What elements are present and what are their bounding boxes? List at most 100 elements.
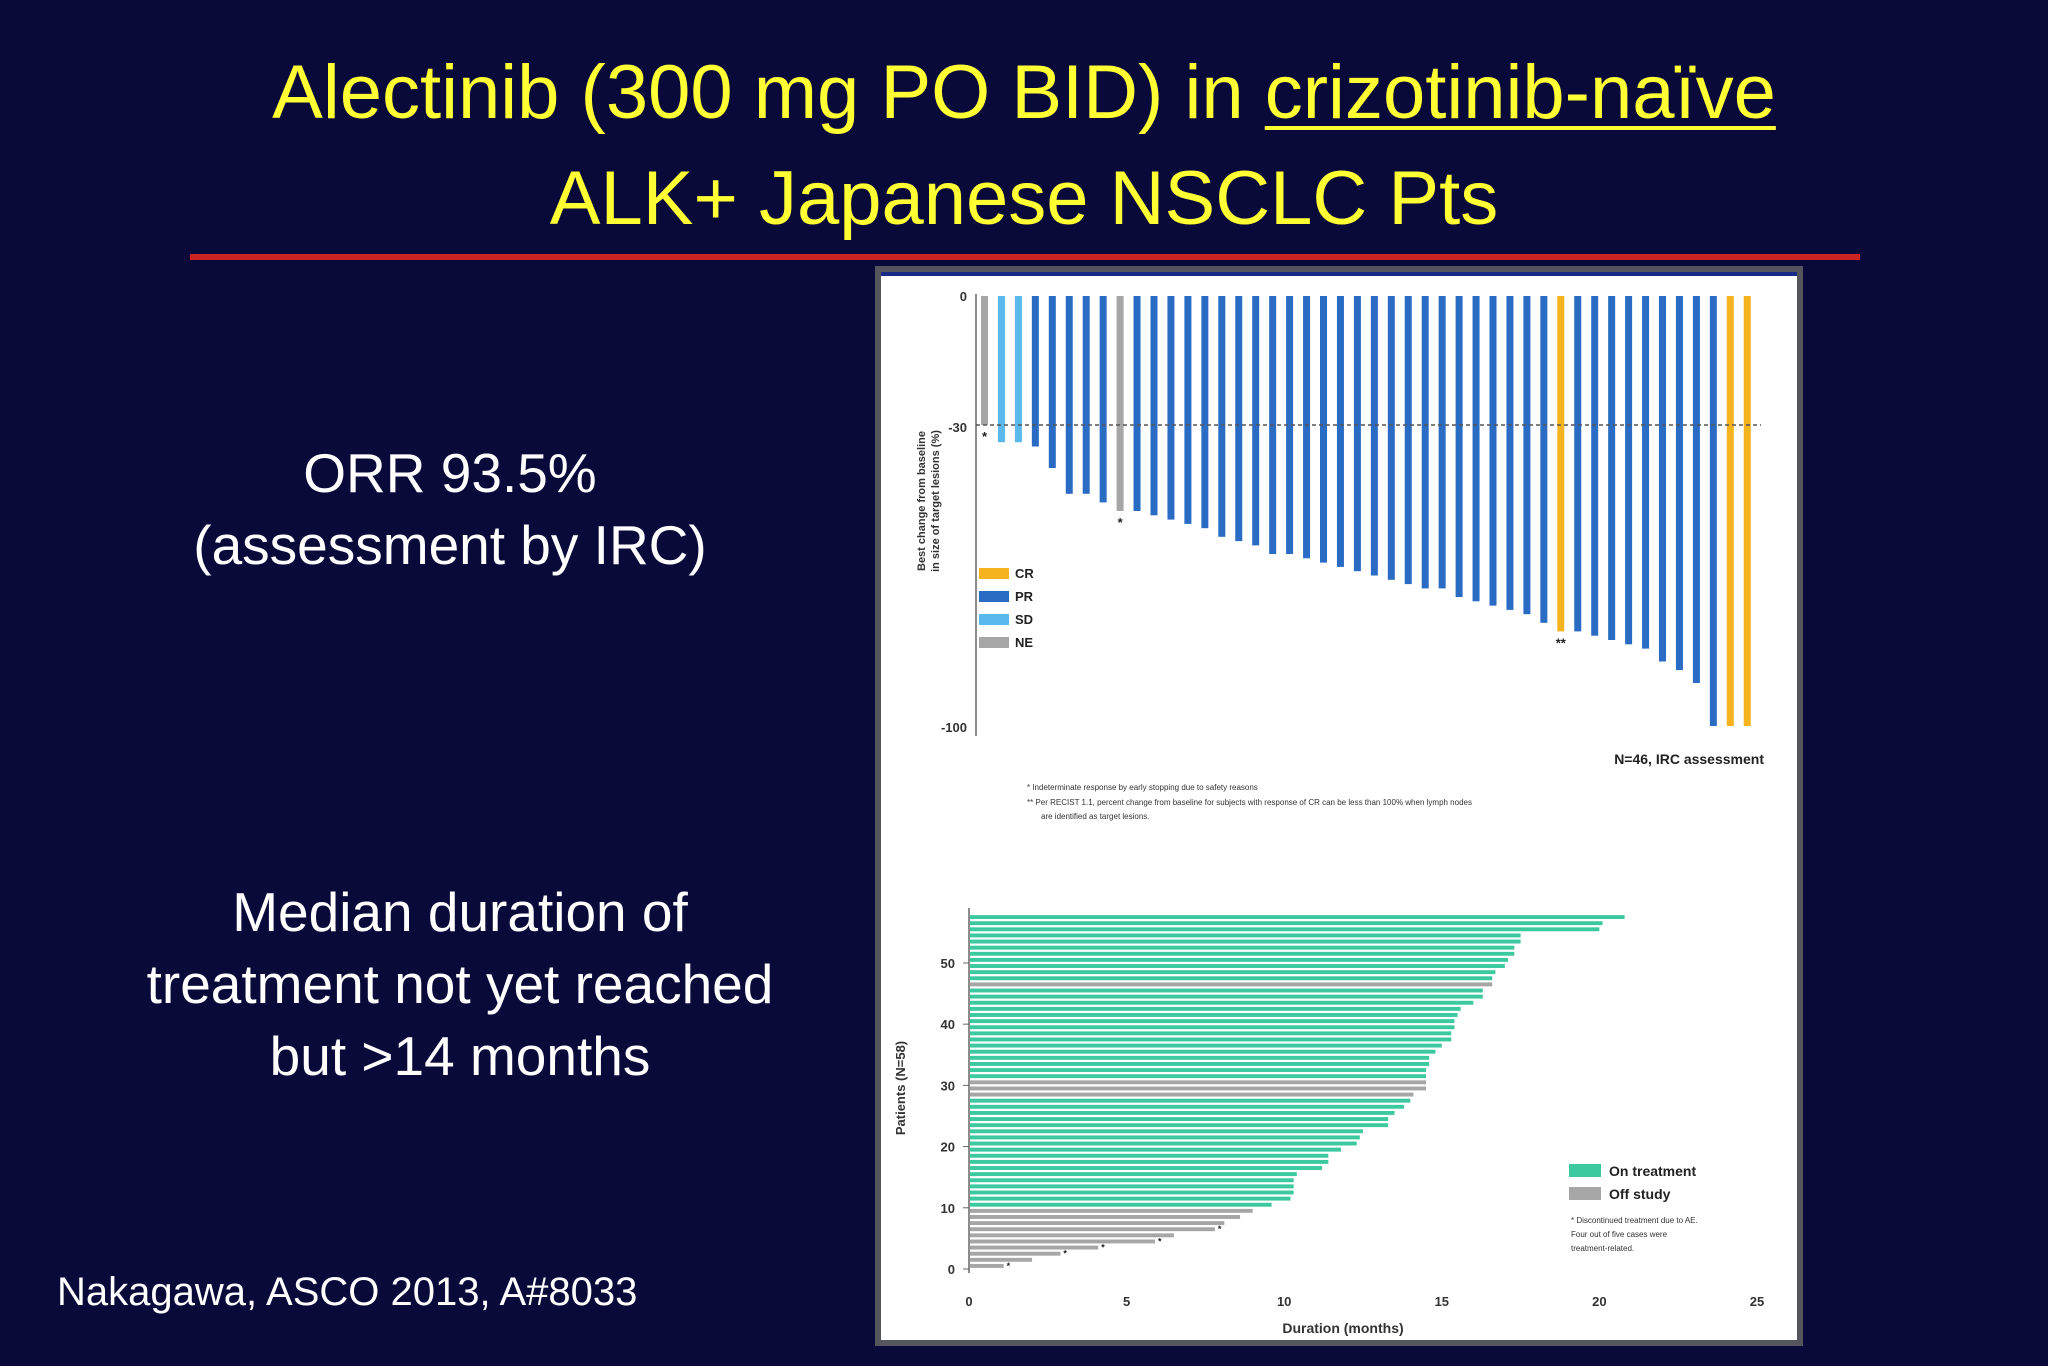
duration-line-3: but >14 months bbox=[269, 1025, 651, 1087]
waterfall-bar bbox=[1404, 296, 1412, 585]
swimmer-bar bbox=[970, 970, 1496, 975]
legend-cr-swatch bbox=[979, 568, 1009, 579]
swimmer-bar bbox=[970, 945, 1515, 950]
swimmer-bar bbox=[970, 1019, 1455, 1024]
swimmer-bar bbox=[970, 933, 1521, 938]
swimmer-bar bbox=[970, 1196, 1291, 1201]
swimmer-bar-marker: * bbox=[1063, 1249, 1067, 1259]
orr-value: ORR 93.5% bbox=[303, 442, 597, 504]
swimmer-bar bbox=[970, 1135, 1360, 1140]
swimmer-bar bbox=[970, 1025, 1455, 1030]
swimmer-ytick-label: 50 bbox=[941, 956, 955, 971]
swimmer-bar bbox=[970, 1208, 1253, 1213]
swimmer-bar bbox=[970, 1172, 1297, 1177]
waterfall-bar bbox=[1692, 296, 1700, 683]
figure-canvas: Best change from baseline in size of tar… bbox=[881, 272, 1797, 1340]
swimmer-bar bbox=[970, 1006, 1461, 1011]
waterfall-bar bbox=[1303, 296, 1311, 559]
waterfall-bar bbox=[1065, 296, 1073, 494]
swimmer-bar bbox=[970, 1159, 1329, 1164]
waterfall-bar bbox=[1252, 296, 1260, 546]
swimmer-bar bbox=[970, 1117, 1389, 1122]
swimmer-bar bbox=[970, 1049, 1436, 1054]
waterfall-ytick-100: -100 bbox=[941, 720, 967, 735]
swimmer-bar bbox=[970, 1251, 1061, 1256]
swimmer-bar bbox=[970, 951, 1515, 956]
legend-off-study-label: Off study bbox=[1609, 1186, 1671, 1202]
swimmer-bar bbox=[970, 1190, 1294, 1195]
swimmer-bar bbox=[970, 1074, 1427, 1079]
waterfall-bar bbox=[1048, 296, 1056, 468]
waterfall-bar bbox=[1286, 296, 1294, 554]
waterfall-bar bbox=[1472, 296, 1480, 602]
legend-off-study-swatch bbox=[1569, 1187, 1601, 1200]
swimmer-bars: * * * * * bbox=[970, 915, 1625, 1271]
waterfall-ytick-0: 0 bbox=[960, 289, 967, 304]
swimmer-bar-marker: * bbox=[1158, 1236, 1162, 1246]
legend-ne-label: NE bbox=[1015, 635, 1033, 650]
waterfall-bar bbox=[1082, 296, 1090, 494]
duration-statement: Median duration of treatment not yet rea… bbox=[100, 876, 820, 1092]
waterfall-bar bbox=[1659, 296, 1666, 662]
waterfall-n-annotation: N=46, IRC assessment bbox=[1614, 751, 1764, 767]
waterfall-ytick-30: -30 bbox=[948, 420, 967, 435]
swimmer-bar bbox=[970, 1141, 1357, 1146]
swimmer-bar bbox=[970, 1263, 1004, 1268]
swimmer-bar bbox=[970, 1037, 1452, 1042]
swimmer-bar bbox=[970, 1233, 1174, 1238]
swimmer-bar bbox=[970, 976, 1493, 981]
swimmer-legend: On treatment Off study * Discontinued tr… bbox=[1569, 1163, 1698, 1253]
title-line-2: ALK+ Japanese NSCLC Pts bbox=[549, 156, 1499, 241]
swimmer-bar bbox=[970, 927, 1600, 932]
waterfall-bar bbox=[1014, 296, 1022, 443]
swimmer-bar bbox=[970, 994, 1483, 999]
title-divider bbox=[190, 254, 1860, 260]
waterfall-bar bbox=[1336, 296, 1344, 567]
waterfall-bar bbox=[1506, 296, 1514, 610]
swimmer-bar bbox=[970, 1153, 1329, 1158]
waterfall-bar bbox=[1353, 296, 1361, 572]
swimmer-bar bbox=[970, 1031, 1452, 1036]
swimmer-xlabel: Duration (months) bbox=[1282, 1320, 1403, 1336]
swimmer-xtick-label: 25 bbox=[1750, 1294, 1764, 1309]
swimmer-xtick-label: 10 bbox=[1277, 1294, 1291, 1309]
swimmer-bar-marker: * bbox=[1218, 1224, 1222, 1234]
waterfall-bar bbox=[1591, 296, 1599, 636]
swimmer-bar bbox=[970, 1202, 1272, 1207]
swimmer-bar bbox=[970, 1166, 1323, 1170]
swimmer-xtick-label: 5 bbox=[1123, 1294, 1130, 1309]
waterfall-bar bbox=[1523, 296, 1531, 615]
swimmer-bar bbox=[970, 1245, 1099, 1250]
swimmer-bar bbox=[970, 1215, 1241, 1219]
waterfall-bar bbox=[1625, 296, 1633, 645]
swimmer-bar bbox=[970, 957, 1508, 962]
swimmer-bar bbox=[970, 1104, 1404, 1109]
waterfall-bar bbox=[1743, 296, 1751, 726]
waterfall-bar bbox=[1099, 296, 1107, 503]
waterfall-bar bbox=[1709, 296, 1717, 726]
swimmer-bar bbox=[970, 1178, 1294, 1183]
legend-sd-label: SD bbox=[1015, 612, 1033, 627]
legend-ne-swatch bbox=[979, 637, 1009, 648]
swimmer-bar bbox=[970, 982, 1493, 987]
waterfall-bar bbox=[1116, 296, 1124, 511]
swimmer-bar bbox=[970, 915, 1625, 920]
swimmer-bar bbox=[970, 1043, 1442, 1048]
waterfall-bar-marker: * bbox=[982, 429, 988, 444]
duration-line-2: treatment not yet reached bbox=[146, 953, 774, 1015]
swimmer-ylabel: Patients (N=58) bbox=[893, 1041, 908, 1135]
legend-on-treatment-label: On treatment bbox=[1609, 1163, 1696, 1179]
legend-pr-swatch bbox=[979, 591, 1009, 602]
title-underlined-text: crizotinib-naïve bbox=[1264, 50, 1776, 135]
swimmer-bar bbox=[970, 1000, 1474, 1005]
waterfall-bar bbox=[1235, 296, 1243, 542]
waterfall-bar bbox=[997, 296, 1005, 443]
waterfall-bar bbox=[1557, 296, 1565, 632]
orr-statement: ORR 93.5% (assessment by IRC) bbox=[130, 437, 770, 581]
slide-title: Alectinib (300 mg PO BID) in crizotinib-… bbox=[0, 40, 2048, 252]
figure-svg: Best change from baseline in size of tar… bbox=[893, 289, 1764, 1336]
swimmer-bar-marker: * bbox=[1007, 1261, 1011, 1271]
swimmer-bar bbox=[970, 1239, 1155, 1244]
waterfall-bar-marker: ** bbox=[1556, 635, 1567, 650]
swimmer-bar bbox=[970, 1129, 1363, 1134]
